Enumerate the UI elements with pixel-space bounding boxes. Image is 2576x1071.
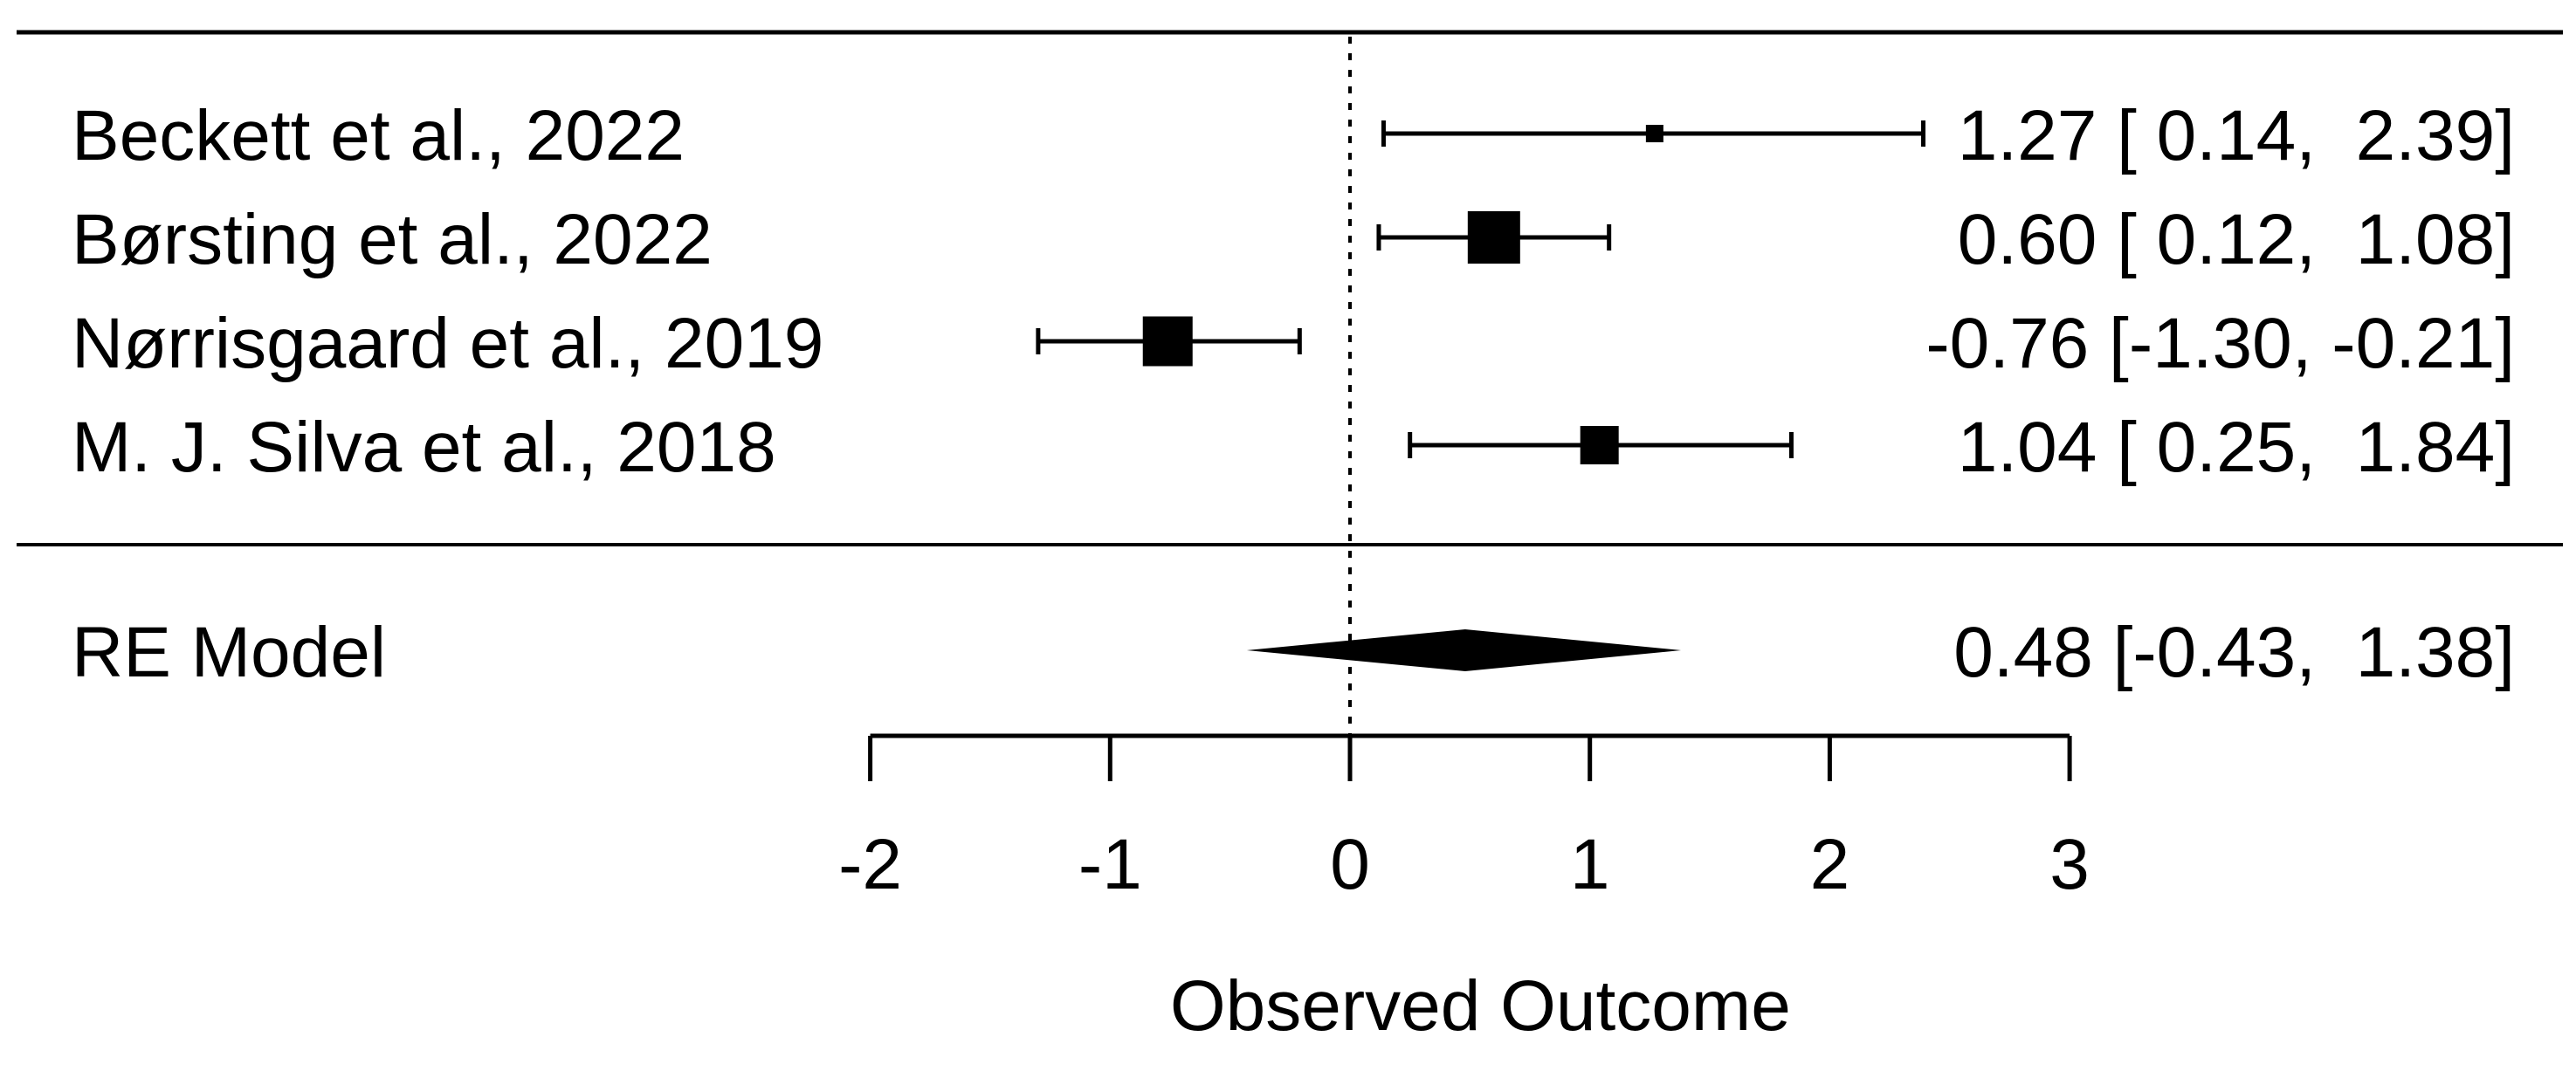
- x-axis-tick-label: 1: [1570, 825, 1610, 904]
- x-axis-tick-label: -2: [838, 825, 902, 904]
- study-label: Beckett et al., 2022: [72, 96, 685, 175]
- study-square: [1580, 426, 1619, 464]
- x-axis-tick-label: 0: [1330, 825, 1370, 904]
- re-model-label: RE Model: [72, 613, 386, 692]
- study-square: [1645, 125, 1663, 142]
- x-axis-tick-label: -1: [1078, 825, 1142, 904]
- study-annotation: 1.27 [ 0.14, 2.39]: [1958, 96, 2515, 175]
- x-axis-tick-label: 3: [2049, 825, 2090, 904]
- study-square: [1142, 316, 1193, 367]
- study-annotation: -0.76 [-1.30, -0.21]: [1925, 304, 2515, 383]
- study-label: M. J. Silva et al., 2018: [72, 408, 776, 487]
- study-label: Børsting et al., 2022: [72, 200, 713, 279]
- x-axis-label: Observed Outcome: [1170, 966, 1791, 1046]
- study-annotation: 0.60 [ 0.12, 1.08]: [1958, 200, 2515, 279]
- study-square: [1467, 211, 1520, 264]
- x-axis-tick-label: 2: [1810, 825, 1850, 904]
- re-model-annotation: 0.48 [-0.43, 1.38]: [1953, 613, 2515, 692]
- study-label: Nørrisgaard et al., 2019: [72, 304, 823, 383]
- re-model-diamond: [1246, 629, 1682, 671]
- study-annotation: 1.04 [ 0.25, 1.84]: [1958, 408, 2515, 487]
